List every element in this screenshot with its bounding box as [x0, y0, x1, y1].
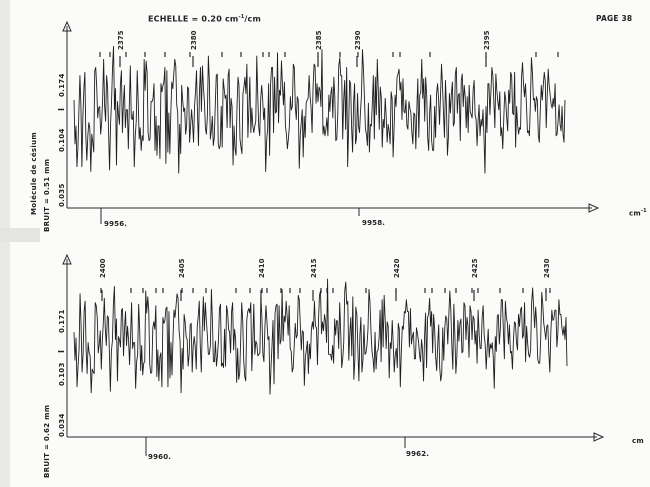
scale-label: ECHELLE = 0.20 cm-1/cm	[148, 14, 262, 24]
chart2-xtick-0: 9960.	[148, 453, 172, 461]
chart2-marker-label-6: 2430	[543, 258, 551, 278]
chart2-y-axis-arrow	[62, 253, 72, 265]
chart1-spectrum-line	[73, 45, 566, 174]
chart2-marker-label-3: 2415	[310, 258, 318, 278]
page-number: PAGE 38	[596, 14, 633, 23]
chart1-y-axis-arrow	[62, 20, 72, 32]
chart1-marker-label-2: 2385	[315, 30, 323, 50]
chart2-marker-label-5: 2425	[471, 258, 479, 278]
chart1-x-axis-arrow	[588, 203, 600, 213]
chart1-xtick-0: 9956.	[104, 220, 128, 228]
chart1-marker-label-4: 2395	[483, 30, 491, 50]
chart1-axis-unit: cm-1	[629, 208, 647, 218]
chart2-spectrum-line	[73, 278, 568, 395]
chart2-marker-label-1: 2405	[178, 258, 186, 278]
chart2-x-axis-arrow	[593, 432, 605, 442]
chart2-marker-label-4: 2420	[393, 258, 401, 278]
chart2-marker-label-2: 2410	[258, 258, 266, 278]
scan-edge	[0, 0, 10, 487]
chart1-xtick-1: 9958.	[362, 219, 386, 227]
chart1-marker-label-1: 2380	[190, 30, 198, 50]
scan-edge-tab	[0, 228, 40, 242]
chart1-marker-label-3: 2390	[354, 30, 362, 50]
chart2-xtick-1: 9962.	[406, 450, 430, 458]
chart2-marker-label-0: 2400	[99, 258, 107, 278]
chart1-marker-label-0: 2375	[117, 30, 125, 50]
chart2-axis-unit: cm	[632, 437, 644, 445]
